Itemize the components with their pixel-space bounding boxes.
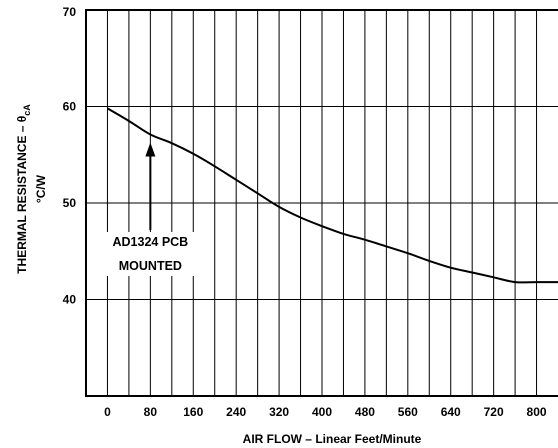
annotation-line-2: MOUNTED xyxy=(119,259,182,273)
x-tick-label: 0 xyxy=(104,405,111,419)
y-axis-unit: °C/W xyxy=(34,174,48,203)
annotation-line-1: AD1324 PCB xyxy=(112,235,188,249)
x-tick-label: 480 xyxy=(355,405,375,419)
y-tick-label: 60 xyxy=(63,100,77,114)
x-tick-label: 160 xyxy=(183,405,203,419)
y-axis-title-text: THERMAL RESISTANCE – θ xyxy=(15,116,29,274)
x-tick-label: 80 xyxy=(144,405,158,419)
x-tick-label: 800 xyxy=(527,405,547,419)
x-tick-label: 560 xyxy=(398,405,418,419)
annotation-arrow-head xyxy=(145,142,156,157)
x-axis-tick-labels: 0 80 160 240 320 400 480 560 640 720 800 xyxy=(104,405,547,419)
plot-frame xyxy=(85,9,558,397)
series-line-thermal-resistance xyxy=(106,107,558,284)
annotation-pcb-mounted: AD1324 PCB MOUNTED xyxy=(100,142,201,276)
grid-lines xyxy=(86,10,558,396)
x-tick-label: 240 xyxy=(226,405,246,419)
x-tick-label: 400 xyxy=(312,405,332,419)
y-tick-label: 70 xyxy=(63,5,77,19)
y-tick-label: 40 xyxy=(63,293,77,307)
y-axis-title: THERMAL RESISTANCE – θcA xyxy=(15,104,32,274)
y-axis-tick-labels: 40 50 60 70 xyxy=(63,5,77,307)
y-axis-title-subscript: cA xyxy=(22,104,32,116)
x-tick-label: 640 xyxy=(441,405,461,419)
x-tick-label: 320 xyxy=(269,405,289,419)
y-tick-label: 50 xyxy=(63,196,77,210)
x-axis-title: AIR FLOW – Linear Feet/Minute xyxy=(243,432,422,446)
x-tick-label: 720 xyxy=(484,405,504,419)
annotation-background xyxy=(100,232,201,276)
